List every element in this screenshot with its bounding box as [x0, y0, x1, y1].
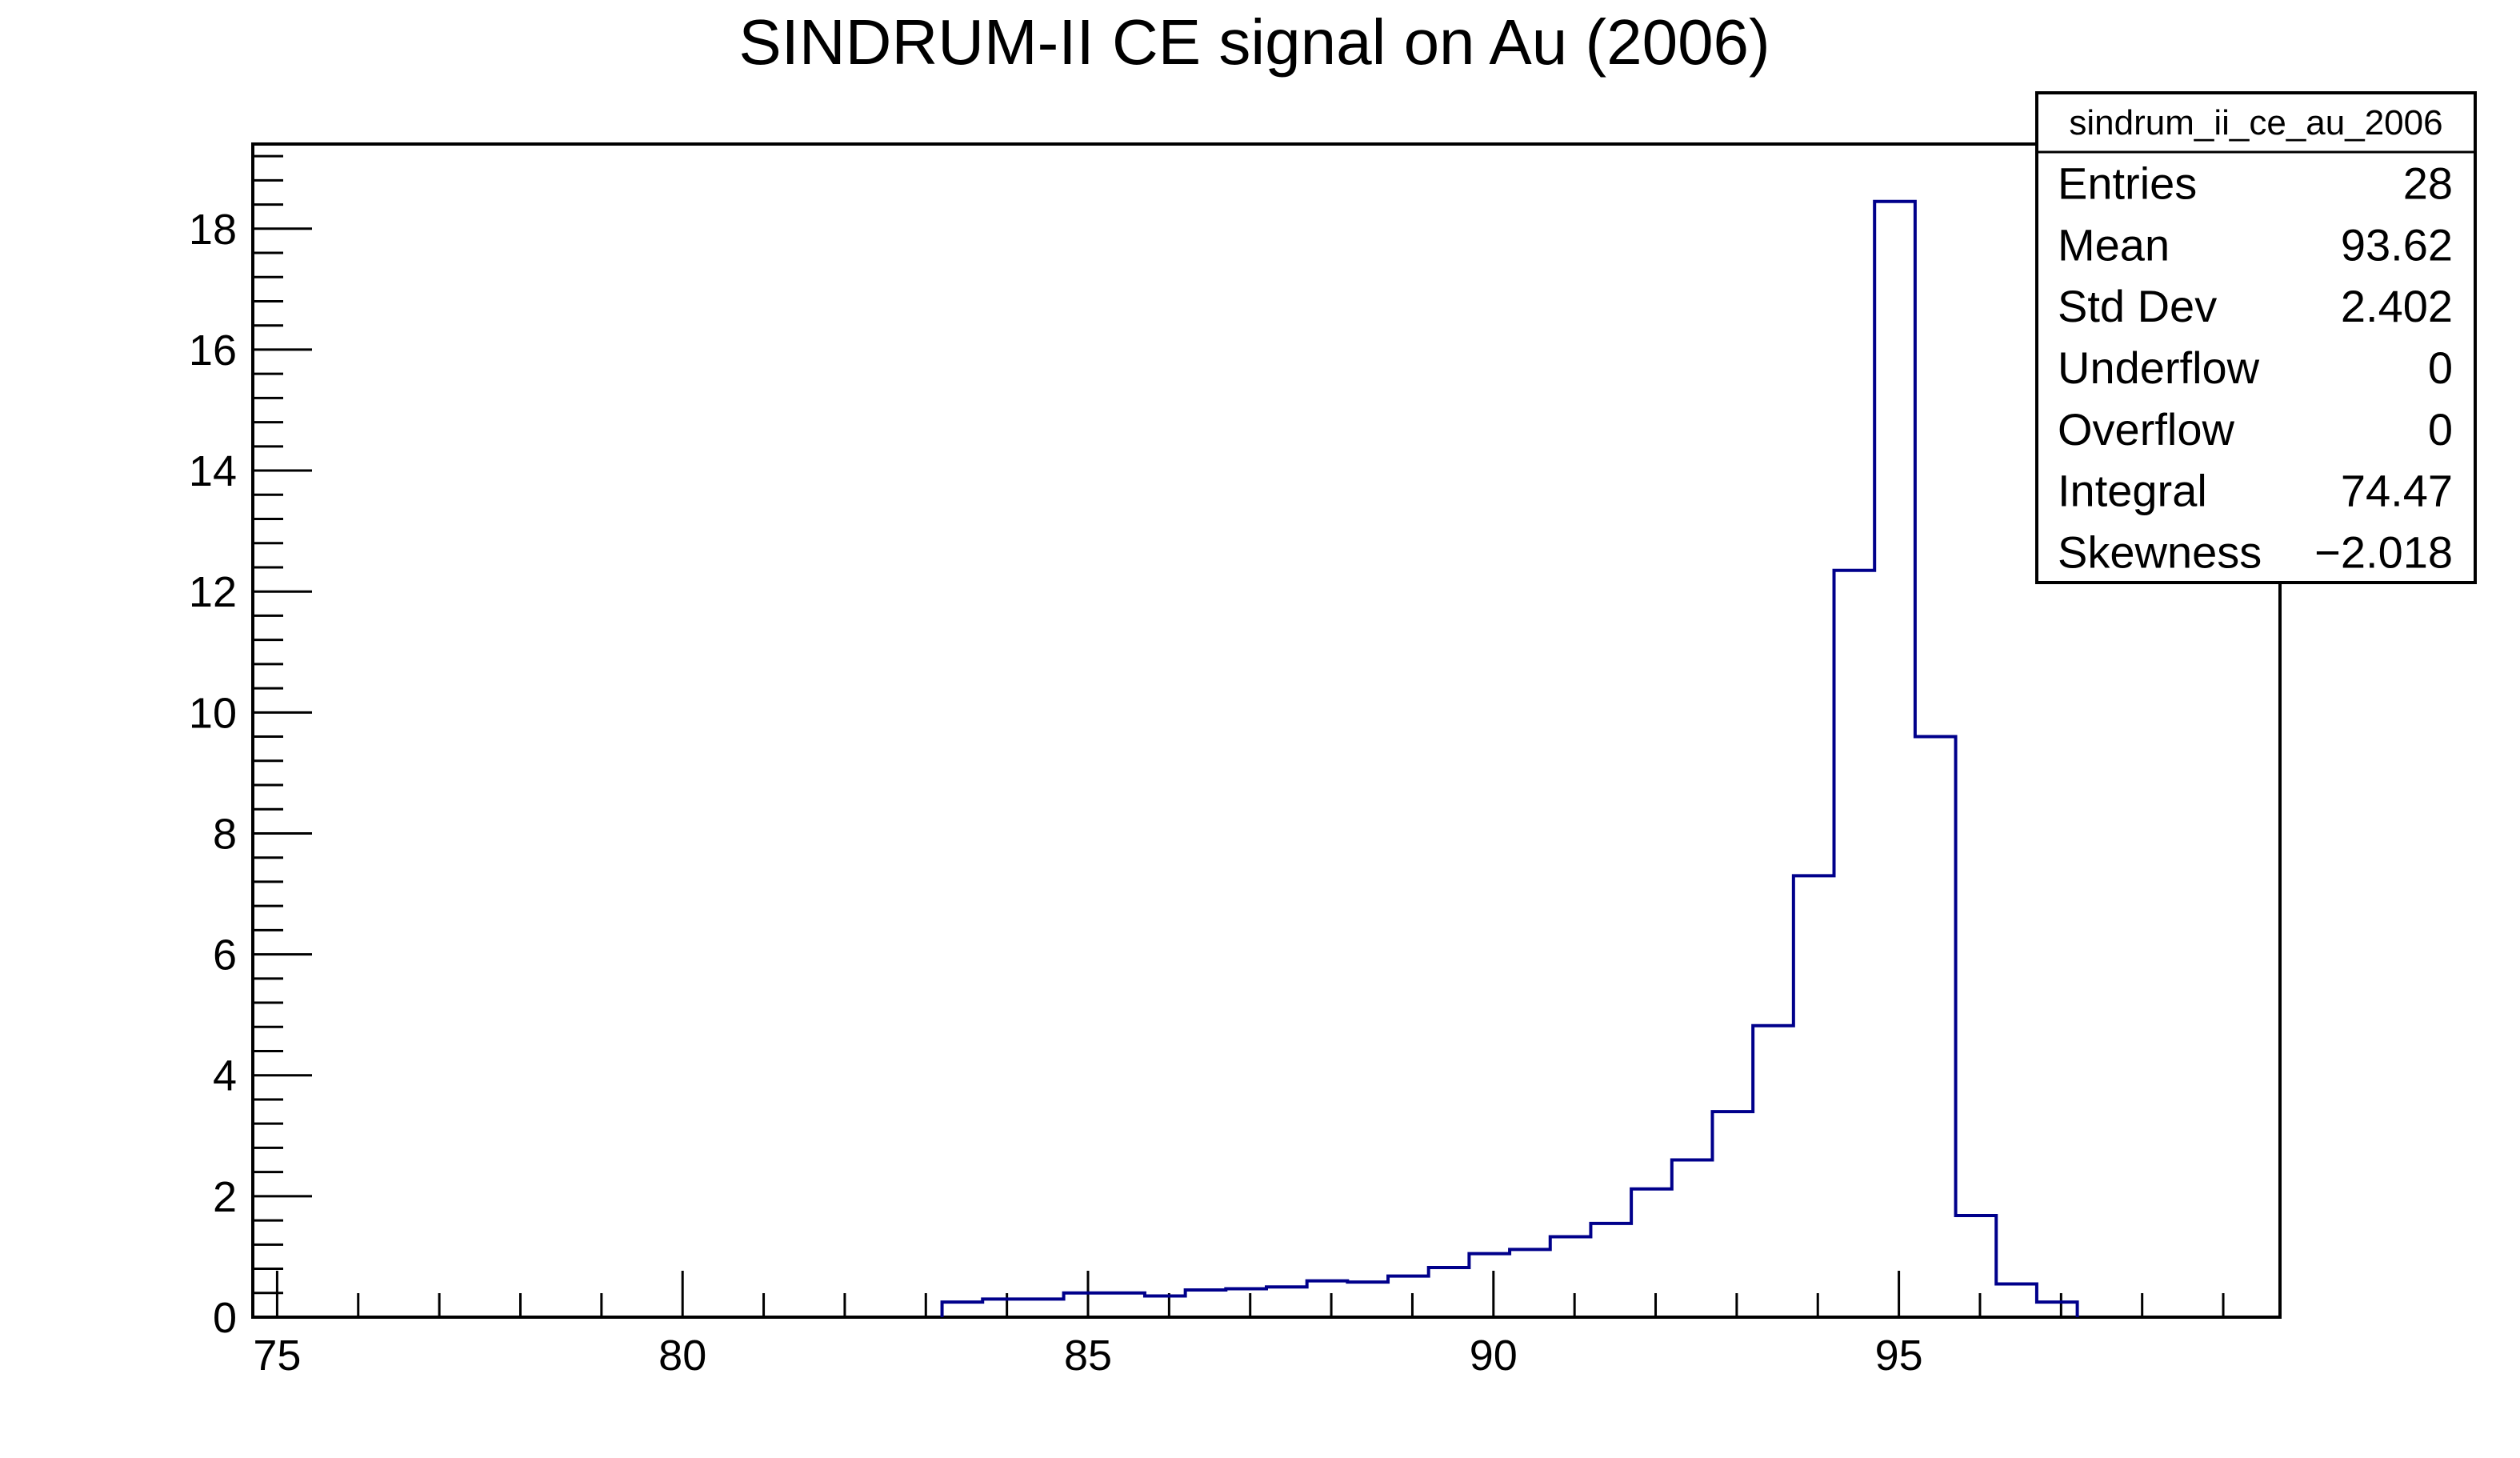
- stats-row-value: 0: [2428, 342, 2453, 393]
- histogram-bin: [1956, 1216, 1997, 1317]
- stats-row-value: 0: [2428, 404, 2453, 455]
- stats-box-title: sindrum_ii_ce_au_2006: [2069, 103, 2442, 142]
- histogram-bin: [1550, 1236, 1591, 1317]
- chart-title: SINDRUM-II CE signal on Au (2006): [738, 6, 1770, 78]
- histogram-bin: [1469, 1254, 1510, 1317]
- y-tick-label: 18: [189, 206, 237, 254]
- x-tick-label: 85: [1064, 1332, 1112, 1380]
- histogram-bin: [1712, 1112, 1753, 1317]
- stats-row-label: Overflow: [2058, 404, 2234, 455]
- stats-row-label: Std Dev: [2058, 281, 2217, 331]
- stats-box: [2035, 91, 2477, 584]
- histogram-bin: [1510, 1249, 1550, 1317]
- histogram-bin: [1429, 1268, 1470, 1317]
- stats-row-value: 74.47: [2341, 466, 2453, 516]
- y-tick-label: 2: [213, 1173, 237, 1221]
- histogram-bin: [1307, 1281, 1348, 1317]
- stats-row-label: Skewness: [2058, 527, 2262, 578]
- histogram-bin: [1226, 1288, 1266, 1317]
- stats-row-value: 93.62: [2341, 219, 2453, 270]
- y-tick-label: 12: [189, 568, 237, 616]
- x-tick-label: 75: [253, 1332, 301, 1380]
- histogram-bin: [1915, 737, 1956, 1317]
- y-tick-label: 4: [213, 1052, 237, 1100]
- histogram-bin: [1794, 875, 1834, 1317]
- x-tick-label: 80: [658, 1332, 706, 1380]
- x-tick-label: 95: [1875, 1332, 1923, 1380]
- plot-frame: [251, 142, 2282, 1319]
- stats-row-value: −2.018: [2314, 527, 2453, 578]
- stats-row-label: Mean: [2058, 219, 2170, 270]
- histogram-bin: [1996, 1284, 2037, 1317]
- histogram-bin: [1186, 1290, 1226, 1317]
- histogram-bin: [1347, 1282, 1388, 1317]
- histogram-outline: [940, 199, 2079, 1317]
- histogram-bin: [1590, 1224, 1631, 1317]
- stats-row-label: Integral: [2058, 466, 2207, 516]
- histogram-bin: [1064, 1293, 1105, 1317]
- y-tick-label: 16: [189, 326, 237, 375]
- stats-row-value: 28: [2403, 158, 2453, 208]
- histogram-bin: [1388, 1276, 1429, 1317]
- y-tick-label: 8: [213, 810, 237, 858]
- histogram-bin: [942, 1302, 983, 1317]
- histogram-bin: [1834, 571, 1875, 1317]
- stats-row-label: Underflow: [2058, 342, 2260, 393]
- y-tick-label: 14: [189, 447, 237, 495]
- y-tick-label: 10: [189, 689, 237, 737]
- x-tick-label: 90: [1470, 1332, 1518, 1380]
- y-tick-label: 6: [213, 931, 237, 979]
- stats-row-value: 2.402: [2341, 281, 2453, 331]
- y-tick-label: 0: [213, 1294, 237, 1342]
- histogram-bin: [1023, 1299, 1064, 1317]
- histogram-bin: [1874, 202, 1915, 1317]
- histogram-bin: [1631, 1189, 1672, 1317]
- histogram-bin: [982, 1299, 1023, 1317]
- histogram-bin: [1266, 1287, 1307, 1317]
- histogram-bin: [1104, 1293, 1145, 1317]
- histogram-bin: [1672, 1160, 1713, 1317]
- histogram-bin: [2037, 1302, 2078, 1317]
- histogram-bin: [1753, 1026, 1794, 1317]
- histogram-bin: [1145, 1296, 1186, 1317]
- stats-row-label: Entries: [2058, 158, 2197, 208]
